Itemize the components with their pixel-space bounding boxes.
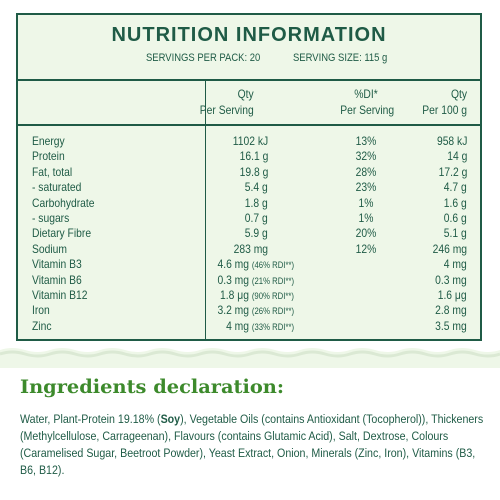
ingredients-title: Ingredients declaration:: [20, 376, 285, 398]
rdi-percent: (46% RDI**): [251, 260, 294, 271]
nutrient-name: Energy: [32, 134, 65, 148]
qty-per-100g: 0.6 g: [444, 210, 467, 225]
table-row: - saturated 5.4 g 23% 4.7 g: [18, 180, 480, 195]
nutrient-name: Vitamin B6: [32, 272, 82, 287]
qty-per-serving: 19.8 g: [239, 164, 268, 179]
qty-per-100g: 2.8 mg: [435, 303, 467, 318]
table-row: Vitamin B6 0.3 mg (21% RDI**) 0.3 mg: [18, 273, 480, 288]
nutrient-name: Sodium: [32, 241, 67, 256]
daily-intake-percent: 12%: [355, 241, 377, 256]
per-serving-header: Qty Per Serving: [200, 86, 254, 118]
di-header: %DI* Per Serving: [340, 86, 395, 118]
daily-intake-percent: 20%: [355, 226, 377, 241]
qty-per-serving: 1.8 μg (90% RDI**): [220, 288, 294, 302]
per-100g-header-label: Per 100 g: [422, 103, 467, 117]
table-row: Iron 3.2 mg (26% RDI**) 2.8 mg: [18, 303, 480, 318]
ingredients-text-rest: ), Vegetable Oils (contains Antioxidant …: [20, 412, 484, 477]
allergen-soy: Soy: [160, 412, 181, 426]
nutrition-header: NUTRITION INFORMATION SERVINGS PER PACK:…: [18, 15, 480, 81]
table-row: Protein 16.1 g 32% 14 g: [18, 149, 480, 164]
qty-per-serving: 0.3 mg (21% RDI**): [217, 273, 294, 287]
qty-per-100g: 3.5 mg: [435, 318, 467, 333]
nutrient-name: Zinc: [32, 318, 52, 333]
per-serving-header-qty: Qty: [237, 87, 254, 101]
rdi-percent: (33% RDI**): [251, 321, 294, 332]
table-row: Fat, total 19.8 g 28% 17.2 g: [18, 165, 480, 180]
di-header-pct: %DI*: [354, 87, 378, 101]
servings-per-pack: SERVINGS PER PACK: 20: [146, 52, 261, 64]
nutrient-name: Fat, total: [32, 164, 73, 179]
daily-intake-percent: 32%: [355, 149, 377, 164]
rdi-percent: (21% RDI**): [251, 275, 294, 286]
qty-per-100g: 4 mg: [444, 257, 467, 272]
nutrient-name: Dietary Fibre: [32, 226, 92, 241]
qty-per-serving-value: 1.8 μg: [220, 287, 249, 302]
nutrient-name: Vitamin B12: [32, 287, 88, 302]
ingredients-text-start: Water, Plant-Protein 19.18% (: [20, 412, 161, 426]
qty-per-serving: 16.1 g: [239, 149, 268, 164]
table-row: Vitamin B3 4.6 mg (46% RDI**) 4 mg: [18, 257, 480, 272]
table-row: Energy 1102 kJ 13% 958 kJ: [18, 134, 480, 149]
qty-per-serving-value: 4 mg: [226, 318, 249, 333]
per-100g-header: Qty Per 100 g: [422, 86, 467, 118]
qty-per-serving-value: 3.2 mg: [217, 303, 249, 318]
qty-per-100g: 5.1 g: [444, 226, 467, 241]
table-row: Vitamin B12 1.8 μg (90% RDI**) 1.6 μg: [18, 288, 480, 303]
nutrition-panel: NUTRITION INFORMATION SERVINGS PER PACK:…: [16, 13, 482, 341]
qty-per-100g: 958 kJ: [436, 134, 467, 148]
qty-per-serving: 4.6 mg (46% RDI**): [217, 257, 294, 271]
qty-per-serving: 283 mg: [233, 241, 268, 256]
qty-per-serving-value: 4.6 mg: [217, 257, 249, 272]
qty-per-serving: 5.4 g: [245, 180, 268, 195]
per-100g-header-qty: Qty: [450, 87, 467, 101]
daily-intake-percent: 13%: [355, 134, 377, 148]
nutrient-name: Carbohydrate: [32, 195, 95, 210]
qty-per-serving: 1102 kJ: [232, 134, 268, 148]
table-row: Dietary Fibre 5.9 g 20% 5.1 g: [18, 226, 480, 241]
qty-per-serving: 5.9 g: [245, 226, 268, 241]
di-header-label: Per Serving: [340, 103, 395, 117]
nutrient-name: Iron: [32, 303, 50, 318]
table-row: - sugars 0.7 g 1% 0.6 g: [18, 211, 480, 226]
daily-intake-percent: 1%: [358, 210, 374, 225]
per-serving-header-label: Per Serving: [200, 103, 254, 117]
nutrition-rows: Energy 1102 kJ 13% 958 kJ Protein 16.1 g 32% 14…: [18, 134, 480, 334]
daily-intake-percent: 1%: [358, 195, 374, 210]
qty-per-serving-value: 0.3 mg: [217, 272, 249, 287]
nutrient-name: Vitamin B3: [32, 257, 82, 272]
qty-per-serving: 0.7 g: [245, 210, 268, 225]
rdi-percent: (26% RDI**): [251, 306, 294, 317]
table-row: Zinc 4 mg (33% RDI**) 3.5 mg: [18, 319, 480, 334]
serving-size: SERVING SIZE: 115 g: [293, 52, 388, 64]
qty-per-serving: 3.2 mg (26% RDI**): [217, 303, 294, 317]
nutrition-title: NUTRITION INFORMATION: [111, 24, 387, 46]
daily-intake-percent: 23%: [355, 180, 377, 195]
wave-divider: [0, 348, 500, 368]
qty-per-100g: 246 mg: [432, 241, 467, 256]
nutrient-name: - sugars: [32, 210, 70, 225]
rdi-percent: (90% RDI**): [251, 290, 294, 301]
qty-per-100g: 14 g: [446, 149, 467, 164]
column-divider: [205, 79, 206, 339]
header-separator: [18, 124, 480, 126]
daily-intake-percent: 28%: [355, 164, 377, 179]
table-row: Carbohydrate 1.8 g 1% 1.6 g: [18, 196, 480, 211]
ingredients-text: Water, Plant-Protein 19.18% (Soy), Veget…: [20, 411, 484, 479]
qty-per-100g: 17.2 g: [438, 164, 467, 179]
qty-per-serving: 1.8 g: [245, 195, 268, 210]
qty-per-100g: 1.6 μg: [438, 287, 467, 302]
nutrient-name: - saturated: [32, 180, 82, 195]
qty-per-100g: 4.7 g: [444, 180, 467, 195]
qty-per-100g: 1.6 g: [444, 195, 467, 210]
qty-per-serving: 4 mg (33% RDI**): [226, 319, 294, 333]
qty-per-100g: 0.3 mg: [435, 272, 467, 287]
nutrient-name: Protein: [32, 149, 65, 164]
table-row: Sodium 283 mg 12% 246 mg: [18, 242, 480, 257]
